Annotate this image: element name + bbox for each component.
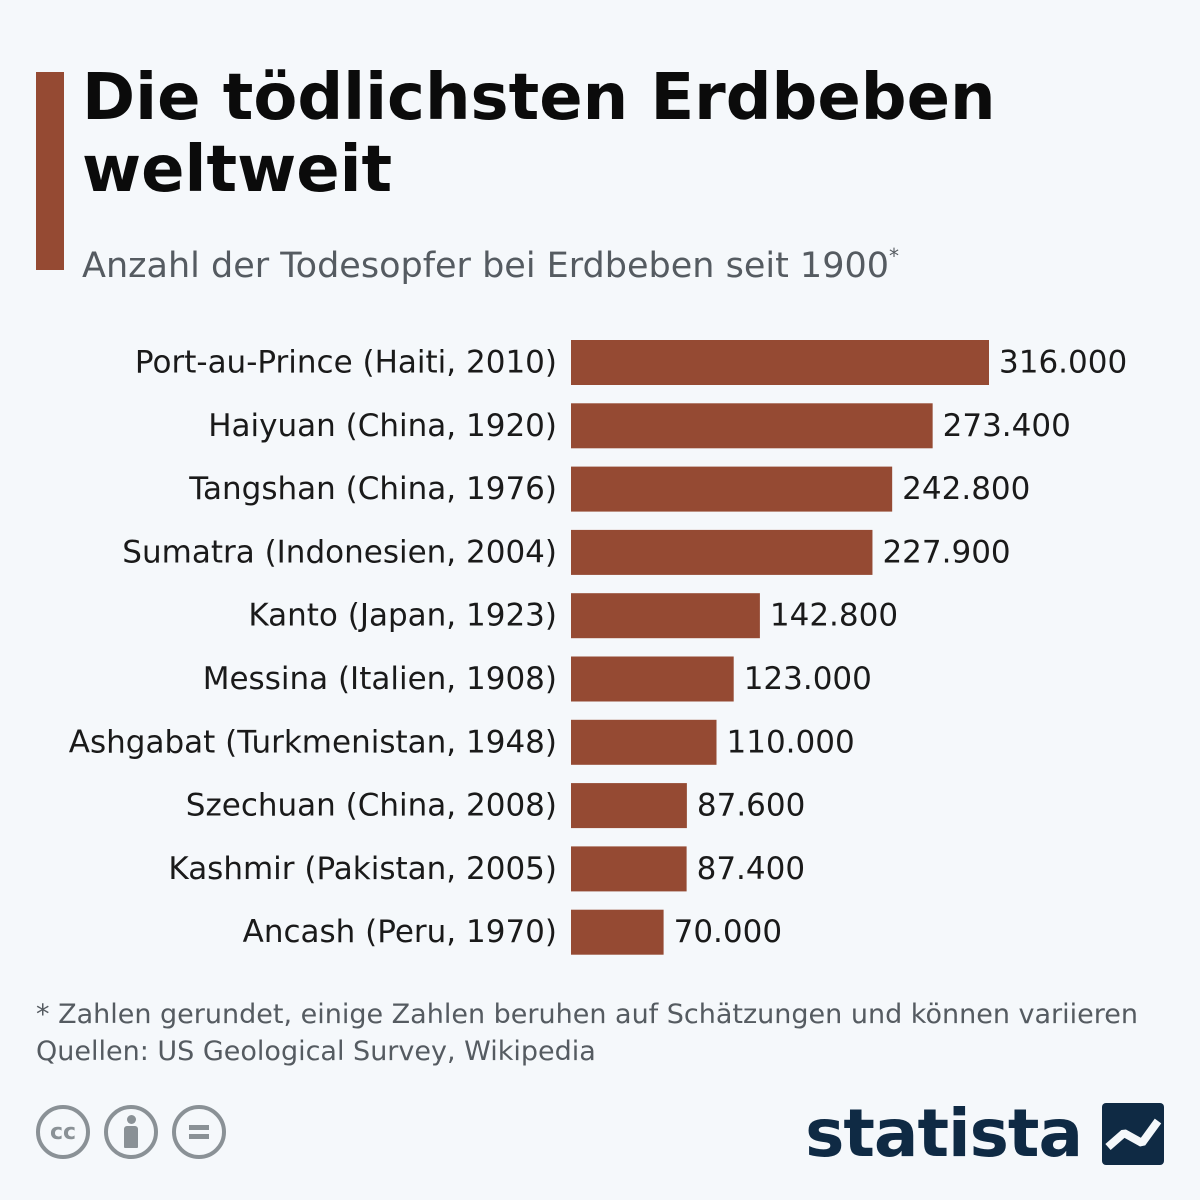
category-label: Ashgabat (Turkmenistan, 1948) [69, 724, 557, 760]
cc-icon-text: cc [49, 1119, 77, 1145]
license-icons: cc [36, 1105, 226, 1159]
bar [571, 719, 717, 765]
value-label: 87.400 [697, 851, 805, 887]
footnote-sources: Quellen: US Geological Survey, Wikipedia [36, 1036, 596, 1067]
value-label: 242.800 [902, 471, 1030, 507]
bar [571, 593, 760, 639]
no-derivatives-icon[interactable] [172, 1105, 226, 1159]
footnote-note: * Zahlen gerundet, einige Zahlen beruhen… [36, 999, 1138, 1030]
bar [571, 529, 873, 575]
category-label: Tangshan (China, 1976) [188, 471, 557, 507]
attribution-icon[interactable] [104, 1105, 158, 1159]
page-subtitle: Anzahl der Todesopfer bei Erdbeben seit … [82, 232, 899, 290]
value-label: 316.000 [999, 345, 1127, 381]
category-label: Haiyuan (China, 1920) [208, 408, 557, 444]
subtitle-footnote-mark: * [889, 244, 899, 268]
bar [571, 783, 687, 829]
bar [571, 403, 933, 449]
category-label: Ancash (Peru, 1970) [243, 914, 557, 950]
value-label: 273.400 [943, 408, 1071, 444]
brand[interactable]: statista [805, 1098, 1164, 1170]
statista-logo-icon [1102, 1103, 1164, 1165]
bar [571, 656, 734, 702]
footnote: * Zahlen gerundet, einige Zahlen beruhen… [36, 996, 1138, 1070]
brand-name: statista [805, 1095, 1083, 1172]
bar-chart: Port-au-Prince (Haiti, 2010) 316.000 Haiyu… [69, 340, 1127, 955]
value-label: 87.600 [697, 788, 805, 824]
category-label: Kashmir (Pakistan, 2005) [168, 851, 557, 887]
value-label: 70.000 [674, 914, 782, 950]
value-label: 227.900 [882, 534, 1010, 570]
value-label: 123.000 [744, 661, 872, 697]
bar [571, 846, 687, 892]
category-label: Kanto (Japan, 1923) [248, 598, 557, 634]
value-label: 142.800 [770, 598, 898, 634]
category-label: Sumatra (Indonesien, 2004) [122, 534, 557, 570]
bar [571, 909, 664, 955]
bar [571, 466, 893, 512]
title-accent-bar [36, 72, 64, 270]
subtitle-text: Anzahl der Todesopfer bei Erdbeben seit … [82, 246, 889, 286]
value-label: 110.000 [727, 724, 855, 760]
category-label: Szechuan (China, 2008) [186, 788, 557, 824]
category-label: Port-au-Prince (Haiti, 2010) [135, 345, 557, 381]
category-label: Messina (Italien, 1908) [203, 661, 557, 697]
page-title: Die tödlichsten Erdbeben weltweit [82, 61, 996, 207]
cc-icon[interactable]: cc [36, 1105, 90, 1159]
bar [571, 340, 989, 385]
